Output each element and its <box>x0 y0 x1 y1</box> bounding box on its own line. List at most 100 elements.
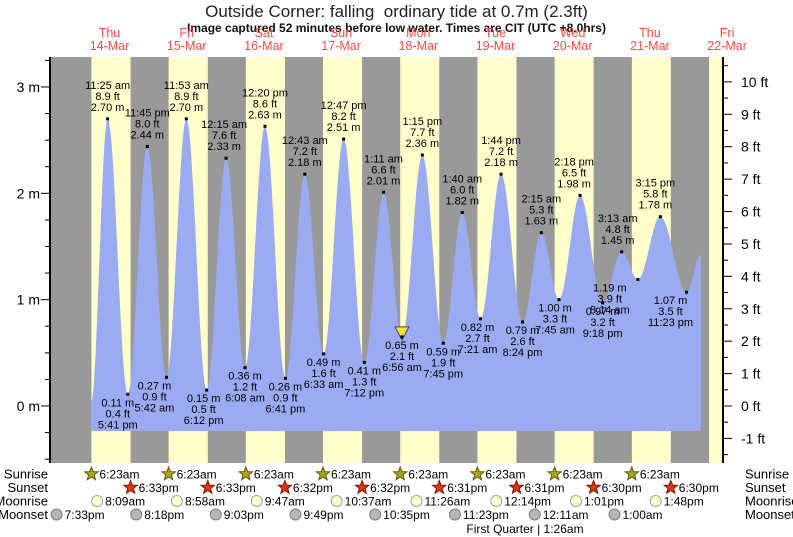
low-tide-label: 7:45 am <box>535 325 575 337</box>
sunset-time: 6:33pm <box>216 481 256 495</box>
low-tide-label: 0.82 m <box>461 322 495 334</box>
page-title: Outside Corner: falling ordinary tide at… <box>205 2 588 21</box>
moonrise-icon <box>250 495 263 507</box>
moonset-icon <box>130 508 143 521</box>
left-axis-label: 2 m <box>17 185 40 201</box>
high-tide-label: 2.18 m <box>288 157 322 169</box>
low-tide-dot <box>636 277 640 281</box>
low-tide-dot <box>243 366 247 370</box>
low-tide-label: 0.15 m <box>187 393 221 405</box>
high-tide-label: 6.6 ft <box>371 164 395 176</box>
right-axis-label: 7 ft <box>741 171 761 187</box>
right-axis-label: 4 ft <box>741 268 761 284</box>
low-tide-label: 8:14 am <box>590 304 630 316</box>
low-tide-dot <box>521 320 525 324</box>
high-tide-label: 5.3 ft <box>529 205 553 217</box>
low-tide-label: 1.3 ft <box>352 376 376 388</box>
left-axis-label: 0 m <box>17 398 40 414</box>
tide-curve <box>91 118 701 432</box>
right-axis-label: 8 ft <box>741 139 761 155</box>
moonrise-row-label-right: Moonrise <box>745 494 793 509</box>
high-tide-label: 2.33 m <box>207 141 241 153</box>
low-tide-dot <box>557 298 561 302</box>
high-tide-label: 12:20 pm <box>242 87 288 99</box>
sunset-star-icon <box>431 479 448 495</box>
high-tide-dot <box>145 145 149 149</box>
high-tide-label: 2.01 m <box>367 175 401 187</box>
moonset-icon <box>50 508 63 521</box>
low-tide-dot <box>205 388 209 392</box>
low-tide-label: 0.59 m <box>426 346 460 358</box>
sunrise-time: 6:23am <box>408 468 448 482</box>
low-tide-label: 1.9 ft <box>431 357 455 369</box>
moonrise-time: 11:26am <box>424 495 470 509</box>
low-tide-label: 1.6 ft <box>311 368 335 380</box>
moonrise-row-label: Moonrise <box>0 494 48 509</box>
low-tide-label: 0.26 m <box>269 381 303 393</box>
low-tide-dot <box>601 301 605 305</box>
low-tide-label: 0.9 ft <box>142 391 166 403</box>
low-tide-label: 7:12 pm <box>344 387 384 399</box>
day-label-date: 16-Mar <box>244 39 284 53</box>
high-tide-label: 5.8 ft <box>643 189 667 201</box>
day-label-dow: Wed <box>560 26 586 40</box>
sunrise-time: 6:23am <box>331 468 371 482</box>
high-tide-dot <box>184 117 188 121</box>
high-tide-label: 12:43 am <box>282 135 328 147</box>
moonrise-time: 8:58am <box>185 495 225 509</box>
sunrise-star-icon <box>546 465 563 481</box>
high-tide-dot <box>578 193 582 197</box>
high-tide-label: 1:44 pm <box>481 135 521 147</box>
right-axis-label: 6 ft <box>741 204 761 220</box>
day-label-dow: Fri <box>179 26 194 40</box>
day-label-date: 20-Mar <box>553 39 593 53</box>
low-tide-dot <box>362 360 366 364</box>
high-tide-label: 1.45 m <box>601 235 635 247</box>
left-axis-label: 3 m <box>17 79 40 95</box>
low-tide-label: 1.2 ft <box>233 382 257 394</box>
high-tide-label: 8.9 ft <box>174 91 198 103</box>
day-label-date: 22-Mar <box>707 39 747 53</box>
sunset-time: 6:32pm <box>370 481 410 495</box>
low-tide-dot <box>322 352 326 356</box>
day-label-dow: Sun <box>330 26 352 40</box>
high-tide-label: 1.63 m <box>525 216 559 228</box>
moonrise-icon <box>170 495 183 507</box>
sunset-time: 6:31pm <box>524 481 564 495</box>
high-tide-label: 1:15 pm <box>402 116 442 128</box>
high-tide-dot <box>303 172 307 176</box>
sunset-time: 6:31pm <box>447 481 487 495</box>
current-tide-marker-icon <box>394 326 410 341</box>
low-tide-label: 0.41 m <box>347 365 381 377</box>
moonset-time: 11:23pm <box>463 508 509 522</box>
moonrise-time: 8:09am <box>105 495 145 509</box>
high-tide-label: 1:40 am <box>442 173 482 185</box>
high-tide-label: 7.7 ft <box>410 127 434 139</box>
low-tide-label: 1.00 m <box>538 303 572 315</box>
high-tide-label: 4.8 ft <box>605 224 629 236</box>
low-tide-label: 9:18 pm <box>583 328 623 340</box>
day-label-date: 21-Mar <box>630 39 670 53</box>
moonrise-icon <box>569 495 582 507</box>
low-tide-dot <box>126 392 130 396</box>
moonset-time: 1:00am <box>623 508 663 522</box>
moonrise-icon <box>330 495 343 507</box>
sunrise-star-icon <box>237 465 254 481</box>
high-tide-dot <box>224 156 228 160</box>
high-tide-dot <box>106 117 110 121</box>
high-tide-label: 7.2 ft <box>293 146 317 158</box>
high-tide-label: 2.70 m <box>91 102 125 114</box>
sunset-time: 6:33pm <box>139 481 179 495</box>
high-tide-label: 2.18 m <box>484 157 518 169</box>
right-axis-label: 1 ft <box>741 366 761 382</box>
low-tide-label: 6:08 am <box>225 393 265 405</box>
low-tide-label: 0.36 m <box>228 371 262 383</box>
high-tide-dot <box>382 190 386 194</box>
high-tide-label: 7.2 ft <box>489 146 513 158</box>
moonset-time: 9:03pm <box>224 508 264 522</box>
high-tide-label: 11:25 am <box>85 80 130 92</box>
moonrise-time: 12:14pm <box>504 495 551 509</box>
low-tide-label: 6:41 pm <box>266 403 306 415</box>
low-tide-label: 0.49 m <box>307 357 341 369</box>
